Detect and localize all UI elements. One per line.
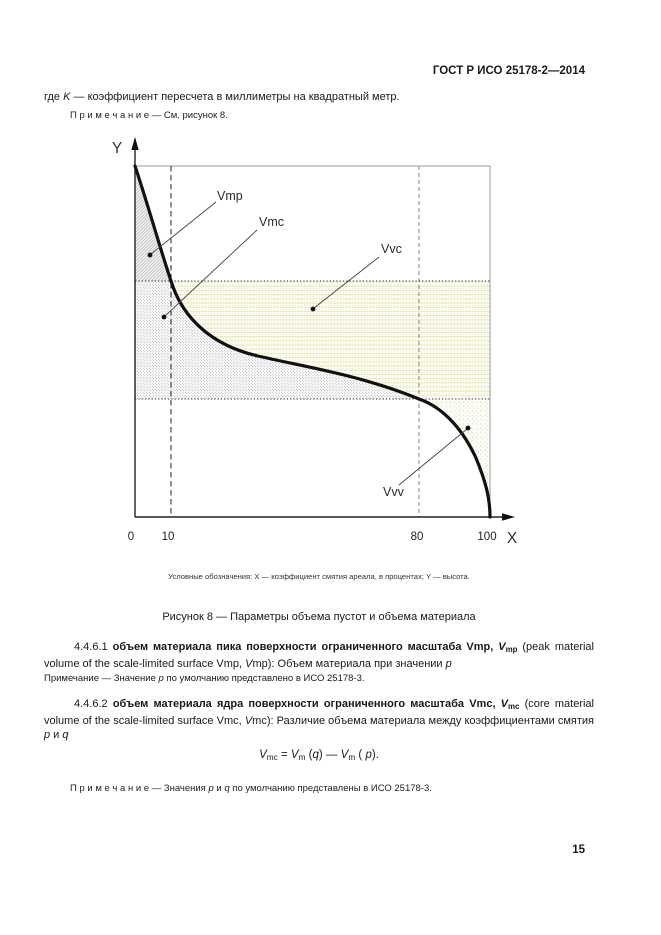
x-tick-80: 80 [411, 531, 424, 543]
vvv-region [419, 399, 490, 517]
intro-where-line: где K — коэффициент пересчета в миллимет… [44, 91, 400, 103]
y-axis-label: Y [112, 140, 122, 157]
figure-caption: Рисунок 8 — Параметры объема пустот и об… [162, 611, 476, 623]
page-number: 15 [572, 844, 585, 856]
x-tick-0: 0 [128, 531, 134, 543]
note-see-figure: П р и м е ч а н и е — См. рисунок 8. [70, 110, 228, 121]
section-4-4-6-2-text: 4.4.6.2 объем материала ядра поверхности… [44, 698, 594, 741]
vvc-region [171, 281, 490, 399]
section-4-4-6-2: 4.4.6.2 объем материала ядра поверхности… [44, 697, 594, 742]
figure-legend: Условные обозначения: X — коэффициент см… [168, 572, 470, 581]
note-defaults: П р и м е ч а н и е — Значения p и q по … [70, 783, 432, 794]
x-tick-100: 100 [477, 531, 496, 543]
vmp-dot [147, 252, 153, 258]
vvc-label: Vvc [381, 242, 402, 256]
doc-header: ГОСТ Р ИСО 25178-2—2014 [432, 65, 585, 77]
section-4-4-6-1-text: 4.4.6.1 объем материала пика поверхности… [44, 641, 594, 670]
vmp-leader [150, 201, 217, 255]
vvc-dot [310, 306, 316, 312]
section-4-4-6-1: 4.4.6.1 объем материала пика поверхности… [44, 640, 594, 685]
x-axis-arrow-icon [502, 513, 515, 521]
vvv-dot [465, 425, 471, 431]
vmc-region [135, 281, 419, 399]
section-4-4-6-1-note: Примечание — Значение p по умолчанию пре… [44, 672, 365, 684]
vvv-leader [398, 428, 468, 486]
formula-vmc: Vmc = Vm (q) — Vm ( p). [259, 749, 379, 763]
vmc-leader [164, 229, 258, 317]
vmc-label: Vmc [259, 215, 284, 229]
figure-8-chart: Vmp Vmc Vvc Vvv Y X 0 10 80 100 [112, 137, 518, 547]
vmc-dot [161, 314, 167, 320]
x-tick-10: 10 [162, 531, 175, 543]
x-axis-label: X [507, 530, 518, 547]
vvv-label: Vvv [383, 485, 405, 499]
abbott-curve [133, 164, 492, 519]
vvc-leader [313, 256, 380, 309]
y-axis-arrow-icon [131, 137, 139, 150]
vmp-label: Vmp [217, 189, 243, 203]
